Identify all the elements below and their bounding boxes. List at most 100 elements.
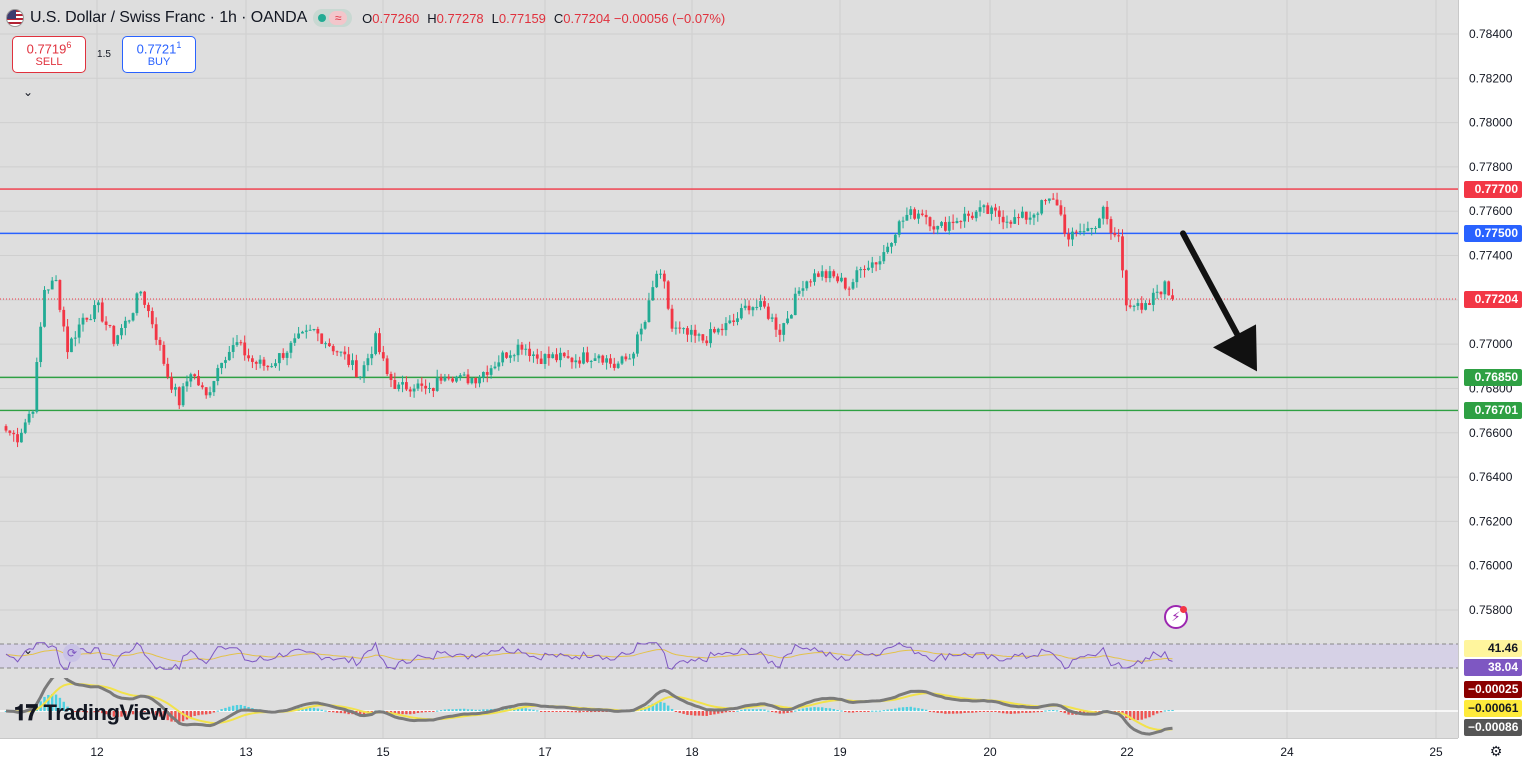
candle-body	[412, 388, 416, 392]
candle-body	[824, 271, 828, 279]
wave-icon: ≈	[329, 11, 348, 25]
macd-histogram-bar	[670, 708, 674, 711]
candle-body	[304, 330, 308, 332]
time-tick-label: 18	[685, 745, 699, 759]
symbol-title[interactable]: U.S. Dollar / Swiss Franc · 1h · OANDA	[30, 9, 308, 26]
candle-body	[20, 432, 23, 443]
macd-histogram-bar	[1140, 711, 1143, 720]
candle-body	[1036, 213, 1040, 215]
macd-histogram-bar	[693, 711, 697, 716]
candle-body	[578, 360, 582, 364]
candle-body	[1009, 221, 1013, 224]
macd-histogram-bar	[524, 708, 527, 711]
macd-histogram-bar	[724, 711, 728, 713]
candle-body	[27, 413, 31, 423]
candle-body	[651, 287, 655, 301]
candle-body	[378, 333, 381, 353]
rsi-pane[interactable]	[0, 634, 1458, 678]
time-axis[interactable]: 12 13 15 17 18 19 20 22 24 25	[0, 738, 1458, 763]
macd-histogram-bar	[89, 711, 92, 713]
main-price-pane[interactable]	[0, 0, 1458, 634]
candle-body	[782, 323, 786, 335]
candle-body	[612, 363, 616, 368]
macd-histogram-bar	[971, 711, 974, 713]
candle-body	[547, 354, 551, 359]
candle-body	[158, 339, 162, 345]
macd-histogram-bar	[308, 707, 312, 711]
ohlc-close: C0.77204 −0.00056 (−0.07%)	[553, 10, 726, 26]
candle-body	[766, 306, 770, 319]
candle-body	[959, 221, 963, 223]
macd-histogram-bar	[582, 711, 585, 712]
chevron-down-icon[interactable]: ⌄	[22, 85, 34, 99]
candle-body	[593, 358, 597, 361]
candle-body	[197, 376, 200, 386]
candle-body	[620, 356, 624, 364]
candle-body	[1155, 291, 1159, 293]
candle-body	[713, 329, 716, 333]
price-tick-label: 0.77000	[1469, 337, 1513, 351]
macd-histogram-bar	[239, 704, 243, 711]
market-status-pill[interactable]: ≈	[313, 9, 353, 27]
tradingview-logo[interactable]: 𝟏𝟕 TradingView	[14, 700, 168, 726]
macd-histogram-bar	[359, 711, 362, 716]
macd-pane[interactable]	[0, 678, 1458, 738]
macd-histogram-bar	[786, 711, 789, 713]
time-tick-label: 13	[239, 745, 253, 759]
price-scale[interactable]: 0.78400 0.78200 0.78000 0.77800 0.77600 0.774…	[1458, 0, 1532, 738]
macd-histogram-bar	[401, 711, 404, 715]
candle-body	[116, 335, 120, 344]
candle-body	[1101, 206, 1105, 219]
macd-histogram-bar	[890, 709, 893, 711]
macd-histogram-bar	[1032, 711, 1036, 713]
candle-body	[566, 356, 570, 358]
candle-body	[381, 352, 385, 359]
candle-body	[543, 354, 547, 364]
candle-body	[416, 383, 420, 389]
lightning-alert-icon[interactable]: ⚡	[1164, 605, 1188, 629]
candle-body	[1109, 219, 1113, 234]
buy-button[interactable]: 0.77211 BUY	[122, 36, 196, 73]
candle-body	[759, 301, 762, 307]
macd-histogram-bar	[243, 705, 246, 711]
candle-body	[424, 385, 428, 389]
candle-body	[501, 352, 505, 363]
time-tick-label: 19	[833, 745, 847, 759]
candle-body	[35, 362, 39, 412]
macd-histogram-bar	[574, 711, 577, 713]
macd-histogram-bar	[528, 709, 531, 711]
macd-histogram-bar	[570, 711, 574, 713]
macd-histogram-bar	[1044, 710, 1047, 712]
candle-body	[863, 269, 866, 271]
macd-histogram-bar	[459, 708, 462, 711]
macd-histogram-bar	[424, 711, 427, 713]
candle-body	[277, 353, 281, 364]
macd-histogram-bar	[836, 709, 839, 711]
macd-histogram-bar	[147, 711, 150, 713]
macd-histogram-bar	[420, 711, 423, 713]
macd-histogram-bar	[859, 711, 862, 712]
sell-button[interactable]: 0.77196 SELL	[12, 36, 86, 73]
candle-body	[955, 221, 959, 224]
time-tick-label: 22	[1120, 745, 1134, 759]
macd-histogram-bar	[108, 711, 112, 716]
macd-histogram-bar	[212, 711, 216, 713]
candle-body	[31, 411, 35, 414]
refresh-icon[interactable]: ⟳	[63, 644, 81, 662]
ohlc-high: H0.77278	[427, 10, 484, 26]
candle-body	[1017, 217, 1020, 219]
candle-body	[1071, 231, 1074, 240]
candle-body	[123, 320, 127, 328]
time-tick-label: 15	[376, 745, 390, 759]
macd-histogram-bar	[397, 711, 400, 715]
ohlc-values: O0.77260 H0.77278 L0.77159 C0.77204 −0.0…	[362, 11, 725, 26]
chevron-down-icon[interactable]: ⌄	[22, 643, 34, 657]
candle-body	[443, 376, 447, 381]
gear-icon[interactable]: ⚙	[1489, 742, 1503, 759]
candle-body	[874, 262, 878, 265]
candle-body	[297, 333, 300, 339]
macd-histogram-bar	[894, 708, 897, 711]
macd-histogram-bar	[1017, 711, 1020, 714]
macd-histogram-bar	[1005, 711, 1009, 714]
candle-body	[901, 220, 905, 222]
